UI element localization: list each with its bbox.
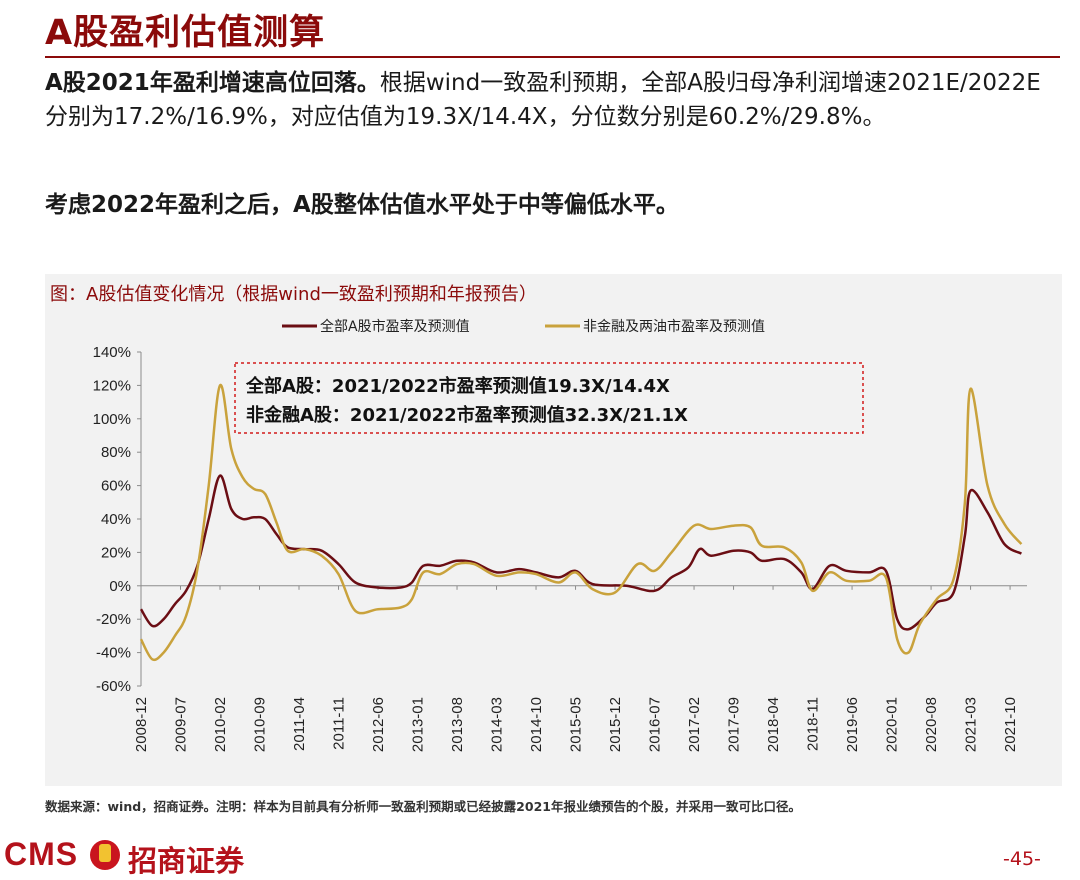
x-tick-label: 2021-03 bbox=[963, 697, 980, 752]
series-layer bbox=[139, 384, 1023, 662]
legend-label-all-a: 全部A股市盈率及预测值 bbox=[320, 318, 470, 335]
x-tick-label: 2016-07 bbox=[647, 697, 664, 752]
x-tick-label: 2015-12 bbox=[607, 697, 624, 752]
x-tick-label: 2020-01 bbox=[884, 697, 901, 752]
page-title: A股盈利估值测算 bbox=[45, 13, 326, 53]
summary-paragraph: A股2021年盈利增速高位回落。根据wind一致盈利预期，全部A股归母净利润增速… bbox=[45, 66, 1055, 134]
x-tick-label: 2018-04 bbox=[765, 697, 782, 752]
annotation-all-a: 全部A股：2021/2022市盈率预测值19.3X/14.4X bbox=[245, 375, 670, 397]
annotation-box: 全部A股：2021/2022市盈率预测值19.3X/14.4X 非金融A股：20… bbox=[234, 362, 864, 434]
logo-cms-text: CMS bbox=[4, 836, 79, 872]
chart-caption: 图：A股估值变化情况（根据wind一致盈利预期和年报预告） bbox=[50, 284, 537, 305]
y-tick-label: -20% bbox=[96, 611, 131, 628]
source-note: 数据来源：wind，招商证券。注明：样本为目前具有分析师一致盈利预期或已经披露2… bbox=[45, 799, 801, 814]
logo-badge-mark-icon bbox=[99, 844, 111, 862]
y-tick-label: 40% bbox=[101, 511, 131, 528]
title-divider bbox=[45, 56, 1060, 58]
legend-label-nonfin: 非金融及两油市盈率及预测值 bbox=[583, 318, 765, 335]
x-tick-label: 2014-10 bbox=[528, 697, 545, 752]
y-tick-label: 120% bbox=[93, 377, 131, 394]
x-tick-label: 2017-02 bbox=[686, 697, 703, 752]
y-tick-label: 60% bbox=[101, 478, 131, 495]
x-tick-label: 2017-09 bbox=[726, 697, 743, 752]
chart-legend: 全部A股市盈率及预测值 非金融及两油市盈率及预测值 bbox=[282, 318, 765, 335]
page-number: -45- bbox=[1003, 848, 1041, 870]
x-tick-label: 2008-12 bbox=[133, 697, 150, 752]
x-tick-label: 2012-06 bbox=[370, 697, 387, 752]
x-tick-label: 2010-09 bbox=[252, 697, 269, 752]
x-tick-label: 2009-07 bbox=[173, 697, 190, 752]
valuation-line-chart: 全部A股市盈率及预测值 非金融及两油市盈率及预测值 140% 120% 100% 80… bbox=[93, 318, 1027, 752]
x-tick-label: 2021-10 bbox=[1002, 697, 1019, 752]
y-tick-label: -40% bbox=[96, 645, 131, 662]
x-axis: 2008-12 2009-07 2010-02 2010-09 2011-04 2011-… bbox=[133, 585, 1027, 752]
series-all-a-line bbox=[139, 474, 1023, 631]
summary-body: 根据wind一致盈利预期，全部A股归母净利润增速2021E/2022E分别为17… bbox=[45, 70, 1041, 130]
y-axis: 140% 120% 100% 80% 60% 40% 20% 0% -20% -40% -60% bbox=[93, 344, 142, 695]
logo-brand-text: 招商证券 bbox=[128, 844, 245, 878]
x-tick-label: 2019-06 bbox=[844, 697, 861, 752]
x-tick-label: 2020-08 bbox=[923, 697, 940, 752]
annotation-nonfin: 非金融A股：2021/2022市盈率预测值32.3X/21.1X bbox=[246, 404, 688, 426]
chart-panel: 图：A股估值变化情况（根据wind一致盈利预期和年报预告） 全部A股市盈率及预测… bbox=[45, 274, 1062, 786]
x-tick-label: 2010-02 bbox=[212, 697, 229, 752]
x-tick-label: 2011-04 bbox=[291, 697, 308, 751]
y-tick-label: 140% bbox=[93, 344, 131, 361]
y-tick-label: 20% bbox=[101, 544, 131, 561]
y-tick-label: 100% bbox=[93, 411, 131, 428]
x-tick-label: 2013-08 bbox=[449, 697, 466, 752]
summary-lead: A股2021年盈利增速高位回落。 bbox=[45, 70, 380, 96]
y-tick-label: 80% bbox=[101, 444, 131, 461]
x-tick-label: 2015-05 bbox=[568, 697, 585, 752]
x-tick-label: 2018-11 bbox=[805, 697, 822, 751]
conclusion-paragraph: 考虑2022年盈利之后，A股整体估值水平处于中等偏低水平。 bbox=[45, 192, 679, 218]
x-tick-label: 2014-03 bbox=[489, 697, 506, 752]
x-tick-label: 2011-11 bbox=[331, 697, 348, 750]
y-tick-label: 0% bbox=[109, 578, 131, 595]
series-nonfin-line bbox=[139, 384, 1023, 662]
x-tick-label: 2013-01 bbox=[410, 697, 427, 752]
y-tick-label: -60% bbox=[96, 678, 131, 695]
annotation-border bbox=[234, 362, 864, 434]
